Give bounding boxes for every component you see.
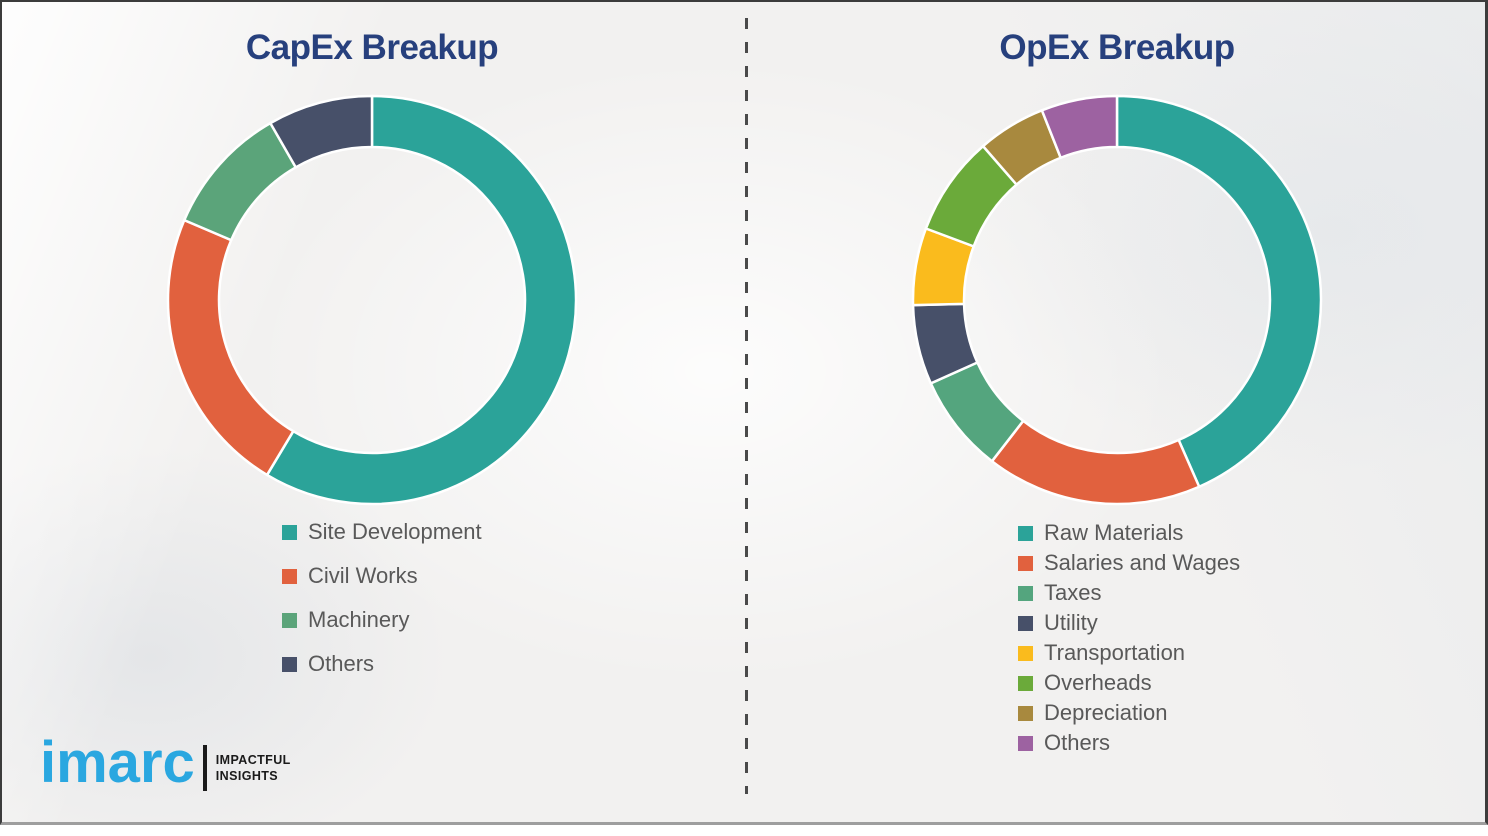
donut-segment-raw-materials <box>1115 94 1323 488</box>
legend-swatch <box>1018 585 1033 601</box>
opex-legend: Raw Materials Salaries and Wages Taxes Util… <box>1018 518 1240 758</box>
legend-label: Raw Materials <box>1044 520 1184 545</box>
legend-swatch <box>1018 735 1033 751</box>
legend-swatch <box>1018 555 1033 571</box>
legend-item-civil-works: Civil Works <box>282 554 482 598</box>
legend-label: Taxes <box>1044 580 1102 605</box>
legend-label: Others <box>308 651 375 676</box>
legend-item-machinery: Machinery <box>282 598 482 642</box>
donut-segment-others <box>269 94 374 169</box>
legend-label: Salaries and Wages <box>1044 550 1241 575</box>
legend-label: Overheads <box>1044 670 1152 695</box>
legend-label: Utility <box>1044 610 1098 635</box>
legend-item-taxes: Taxes <box>1018 578 1240 608</box>
legend-item-others: Others <box>1018 728 1240 758</box>
legend-item-site-development: Site Development <box>282 510 482 554</box>
legend-swatch <box>282 612 297 628</box>
opex-chart-title: OpEx Breakup <box>999 28 1235 67</box>
legend-label: Site Development <box>308 519 482 544</box>
logo-tagline-line2: INSIGHTS <box>215 769 279 783</box>
capex-donut-chart <box>166 94 578 506</box>
legend-item-raw-materials: Raw Materials <box>1018 518 1240 548</box>
logo-tagline: IMPACTFUL INSIGHTS <box>216 752 291 785</box>
logo-tagline-line1: IMPACTFUL <box>215 752 291 767</box>
logo-separator-bar <box>202 745 207 791</box>
imarc-logo-text: imarc <box>40 730 195 795</box>
donut-segment-salaries-and-wages <box>990 419 1201 506</box>
legend-item-salaries-and-wages: Salaries and Wages <box>1018 548 1240 578</box>
legend-swatch <box>1018 645 1033 661</box>
legend-swatch <box>1018 615 1033 631</box>
opex-donut-chart <box>911 94 1323 506</box>
legend-label: Others <box>1044 730 1111 755</box>
legend-label: Depreciation <box>1044 700 1168 725</box>
legend-swatch <box>1018 525 1033 541</box>
legend-label: Transportation <box>1044 640 1186 665</box>
capex-legend: Site Development Civil Works Machinery Othe… <box>282 510 482 686</box>
legend-item-utility: Utility <box>1018 608 1240 638</box>
legend-item-transportation: Transportation <box>1018 638 1240 668</box>
legend-label: Civil Works <box>308 563 418 588</box>
legend-item-others: Others <box>282 642 482 686</box>
legend-label: Machinery <box>308 607 410 632</box>
section-divider <box>745 18 748 794</box>
donut-segment-others <box>1040 94 1119 159</box>
imarc-logo: imarc IMPACTFUL INSIGHTS <box>40 734 291 792</box>
legend-swatch <box>282 656 297 672</box>
legend-item-overheads: Overheads <box>1018 668 1240 698</box>
bottom-margin-strip <box>0 825 1488 836</box>
legend-swatch <box>282 524 297 540</box>
donut-segment-civil-works <box>166 218 295 477</box>
capex-chart-title: CapEx Breakup <box>245 28 499 67</box>
donut-segment-site-development <box>265 94 578 506</box>
legend-swatch <box>1018 705 1033 721</box>
legend-swatch <box>1018 675 1033 691</box>
legend-swatch <box>282 568 297 584</box>
legend-item-depreciation: Depreciation <box>1018 698 1240 728</box>
